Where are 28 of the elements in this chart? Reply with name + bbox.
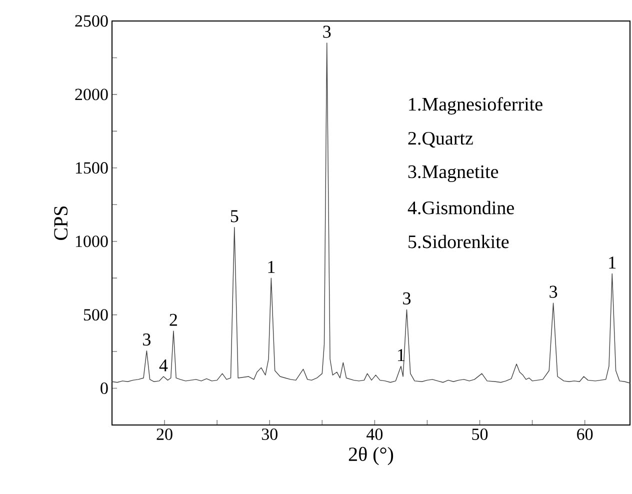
- annotation: 1.Magnesioferrite: [409, 97, 542, 115]
- annotation: 3: [550, 286, 558, 298]
- annotation: 1: [268, 260, 275, 273]
- y-tick-label: 1000: [76, 236, 108, 248]
- annotation: 5: [230, 210, 238, 222]
- y-tick-label: 2500: [75, 15, 108, 27]
- line-series: [112, 42, 630, 384]
- y-axis-title: CPS: [54, 206, 68, 240]
- annotation: 3.Magnetite: [408, 165, 498, 182]
- x-tick-label: 50: [472, 428, 488, 440]
- x-tick-label: 40: [366, 428, 383, 440]
- annotation: 1: [609, 256, 616, 268]
- annotation: 3: [143, 334, 150, 346]
- x-tick-label: 20: [156, 428, 172, 440]
- annotation: 4: [159, 359, 168, 372]
- annotation: 3: [403, 292, 411, 304]
- y-tick-label: 0: [100, 382, 108, 394]
- y-tick-label: 1500: [76, 162, 108, 174]
- x-axis-title: 2θ (°): [348, 446, 394, 466]
- y-tick-label: 500: [84, 309, 108, 321]
- annotation: 2.Quartz: [408, 132, 473, 148]
- y-tick-label: 2000: [75, 88, 108, 100]
- annotation: 4.Gismondine: [408, 200, 514, 214]
- annotation: 3: [323, 26, 331, 38]
- annotation: 5.Sidorenkite: [408, 234, 509, 248]
- x-tick-label: 60: [577, 428, 593, 440]
- x-tick-label: 30: [262, 428, 278, 440]
- annotation: 2: [170, 314, 177, 326]
